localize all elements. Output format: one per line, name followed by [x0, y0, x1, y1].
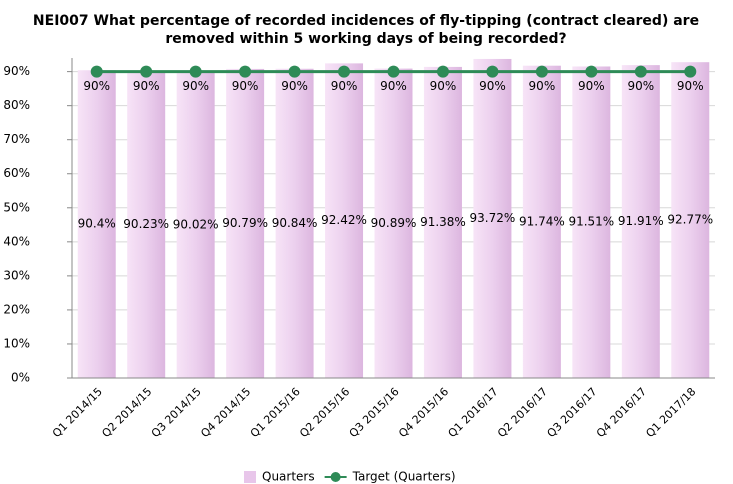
x-tick-label: Q3 2014/15 — [149, 385, 204, 440]
y-tick-label: 90% — [3, 64, 30, 78]
chart-title: removed within 5 working days of being r… — [165, 31, 566, 47]
data-label: 90.89% — [371, 216, 417, 230]
x-tick-label: Q1 2014/15 — [50, 385, 105, 440]
data-label: 90% — [578, 79, 605, 93]
bar — [275, 68, 314, 378]
y-tick-label: 30% — [3, 268, 30, 282]
target-marker — [140, 65, 153, 78]
x-tick-label: Q1 2015/16 — [248, 385, 303, 440]
target-marker — [338, 65, 351, 78]
y-tick-label: 70% — [3, 132, 30, 146]
bar — [621, 65, 660, 378]
y-tick-label: 40% — [3, 234, 30, 248]
bar — [423, 66, 462, 378]
target-marker — [90, 65, 103, 78]
y-tick-label: 50% — [3, 200, 30, 214]
bar — [473, 58, 512, 379]
data-label: 90% — [133, 79, 160, 93]
y-tick-label: 10% — [3, 336, 30, 350]
data-label: 90% — [380, 79, 407, 93]
data-label: 91.38% — [420, 215, 466, 229]
data-label: 90% — [83, 79, 110, 93]
bar — [226, 68, 265, 378]
target-marker — [387, 65, 400, 78]
data-label: 90% — [677, 79, 704, 93]
data-label: 91.91% — [618, 214, 664, 228]
legend-swatch — [330, 472, 341, 482]
data-label: 90% — [182, 79, 209, 93]
target-marker — [239, 65, 252, 78]
target-marker — [486, 65, 499, 78]
legend-swatch — [244, 471, 256, 483]
data-label: 90% — [627, 79, 654, 93]
y-tick-label: 0% — [11, 371, 30, 385]
bar — [671, 62, 710, 379]
bar — [374, 68, 413, 379]
x-tick-label: Q3 2015/16 — [347, 385, 402, 440]
x-tick-label: Q4 2014/15 — [198, 385, 253, 440]
target-marker — [684, 65, 697, 78]
data-label: 90.23% — [123, 217, 169, 231]
legend-label: Quarters — [262, 470, 315, 484]
x-tick-label: Q1 2016/17 — [446, 385, 501, 440]
chart-title: NEI007 What percentage of recorded incid… — [33, 13, 699, 29]
bar — [127, 70, 166, 378]
data-label: 91.51% — [568, 215, 614, 229]
data-label: 90.02% — [173, 217, 219, 231]
x-tick-label: Q4 2015/16 — [396, 385, 451, 440]
target-marker — [634, 65, 647, 78]
data-label: 92.77% — [667, 213, 713, 227]
data-label: 91.74% — [519, 214, 565, 228]
x-tick-label: Q2 2016/17 — [495, 385, 550, 440]
target-marker — [288, 65, 301, 78]
data-label: 90% — [232, 79, 259, 93]
bar — [572, 66, 611, 378]
data-label: 93.72% — [470, 211, 516, 225]
data-label: 90% — [479, 79, 506, 93]
data-label: 90.79% — [222, 216, 268, 230]
x-tick-label: Q4 2016/17 — [594, 385, 649, 440]
y-tick-label: 20% — [3, 302, 30, 316]
target-marker — [535, 65, 548, 78]
data-label: 90% — [281, 79, 308, 93]
bar — [325, 63, 364, 378]
data-label: 90.84% — [272, 216, 318, 230]
legend-label: Target (Quarters) — [352, 470, 456, 484]
y-tick-label: 60% — [3, 166, 30, 180]
data-label: 90% — [529, 79, 556, 93]
x-tick-label: Q3 2016/17 — [545, 385, 600, 440]
target-marker — [189, 65, 202, 78]
x-tick-label: Q2 2015/16 — [297, 385, 352, 440]
data-label: 92.42% — [321, 213, 367, 227]
bar — [77, 70, 116, 379]
x-tick-label: Q2 2014/15 — [99, 385, 154, 440]
y-tick-label: 80% — [3, 98, 30, 112]
target-marker — [436, 65, 449, 78]
bar — [522, 65, 561, 379]
data-label: 90% — [331, 79, 358, 93]
data-label: 90.4% — [78, 217, 116, 231]
bar — [176, 71, 215, 378]
data-label: 90% — [430, 79, 457, 93]
target-marker — [585, 65, 598, 78]
x-tick-label: Q1 2017/18 — [643, 385, 698, 440]
